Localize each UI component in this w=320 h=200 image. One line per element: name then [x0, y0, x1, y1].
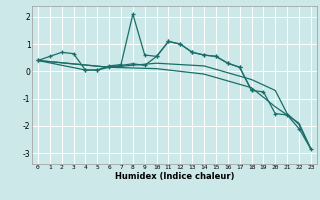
- X-axis label: Humidex (Indice chaleur): Humidex (Indice chaleur): [115, 172, 234, 181]
